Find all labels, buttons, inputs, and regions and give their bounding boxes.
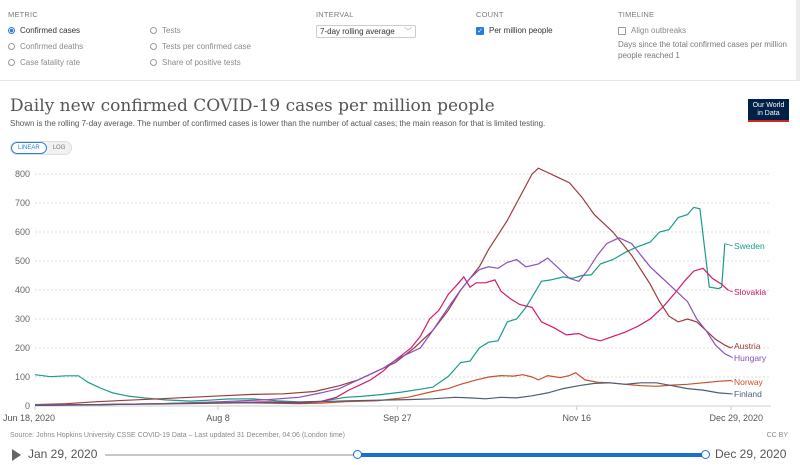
checkbox-label: Per million people (489, 26, 553, 35)
radio-label: Confirmed deaths (20, 42, 84, 51)
interval-select[interactable]: 7-day rolling average ﹀ (316, 25, 416, 38)
metric-radio-case-fatality-rate[interactable]: Case fatality rate (8, 58, 80, 67)
radio-label: Tests per confirmed case (162, 42, 251, 51)
timeline-track[interactable] (105, 450, 710, 459)
series-label-austria: Austria (734, 341, 761, 351)
x-tick-label: Dec 29, 2020 (709, 413, 763, 423)
series-line-hungary (35, 237, 732, 406)
radio-icon (8, 43, 15, 50)
x-tick-label: Nov 16 (562, 413, 591, 423)
chart-subtitle: Shown is the rolling 7-day average. The … (10, 119, 546, 128)
metric-radio-confirmed-deaths[interactable]: Confirmed deaths (8, 42, 83, 51)
timeline-slider: Jan 29, 2020 Dec 29, 2020 (0, 445, 800, 465)
log-scale-button[interactable]: LOG (46, 142, 72, 154)
label-connector (730, 345, 734, 349)
y-tick-label: 400 (15, 285, 30, 295)
metric-heading: METRIC (8, 10, 38, 19)
series-line-austria (34, 167, 732, 406)
controls-panel: METRIC Confirmed cases Confirmed deaths … (0, 0, 800, 81)
y-tick-label: 600 (15, 227, 30, 237)
x-tick-label: Aug 8 (206, 413, 230, 423)
x-tick-label: Sep 27 (383, 413, 412, 423)
chevron-down-icon: ﹀ (404, 27, 412, 36)
chart-title: Daily new confirmed COVID-19 cases per m… (10, 96, 495, 116)
radio-icon (150, 43, 157, 50)
line-chart: 0 100 200 300 400 500 600 700 800 Jun 18, 2020 Au… (3, 167, 771, 423)
label-connector (730, 380, 734, 383)
y-tick-label: 800 (15, 169, 30, 179)
radio-label: Tests (162, 26, 181, 35)
align-outbreaks-checkbox[interactable]: Align outbreaks (618, 26, 686, 35)
series-label-finland: Finland (734, 389, 762, 399)
radio-icon (150, 27, 157, 34)
series-label-hungary: Hungary (734, 353, 767, 363)
y-tick-label: 500 (15, 256, 30, 266)
radio-label: Case fatality rate (20, 58, 81, 67)
y-tick-label: 700 (15, 198, 30, 208)
y-axis-ticks: 0 100 200 300 400 500 600 700 800 (15, 169, 30, 411)
series-line-slovakia (34, 267, 729, 406)
logo-line-1: Our World (752, 102, 785, 109)
label-connector (724, 243, 734, 247)
series-label-norway: Norway (734, 377, 764, 387)
radio-label: Share of positive tests (162, 58, 241, 67)
license-label[interactable]: CC BY (766, 432, 788, 439)
x-tick-label: Jun 18, 2020 (3, 413, 55, 423)
timeline-start-label: Jan 29, 2020 (28, 447, 98, 461)
linear-scale-button[interactable]: LINEAR (11, 142, 47, 154)
timeline-end-handle[interactable] (701, 450, 710, 459)
interval-value: 7-day rolling average (320, 27, 395, 36)
interval-heading: INTERVAL (316, 10, 354, 19)
checkmark-icon: ✓ (476, 26, 484, 35)
grid-lines (35, 173, 771, 407)
checkbox-label: Align outbreaks (631, 26, 687, 35)
label-connector (730, 356, 734, 359)
timeline-range-fill (357, 453, 705, 457)
series-label-sweden: Sweden (734, 241, 765, 251)
radio-selected-icon (8, 27, 15, 34)
metric-radio-tests[interactable]: Tests (150, 26, 181, 35)
metric-radio-confirmed-cases[interactable]: Confirmed cases (8, 26, 80, 35)
timeline-end-label: Dec 29, 2020 (715, 447, 787, 461)
count-heading: COUNT (476, 10, 504, 19)
per-million-checkbox[interactable]: ✓ Per million people (476, 26, 553, 35)
y-tick-label: 200 (15, 343, 30, 353)
radio-label: Confirmed cases (20, 26, 81, 35)
align-outbreaks-description: Days since the total confirmed cases per… (618, 40, 787, 60)
series-line-norway (34, 372, 732, 406)
scale-toggle: LINEAR LOG (10, 141, 73, 155)
timeline-heading: TIMELINE (618, 10, 655, 19)
label-connector (727, 289, 734, 293)
series-lines (34, 167, 732, 406)
logo-line-2: in Data (757, 110, 780, 117)
y-tick-label: 0 (25, 401, 30, 411)
checkbox-icon (618, 26, 626, 35)
x-axis-ticks: Jun 18, 2020 Aug 8 Sep 27 Nov 16 Dec 29, 202… (3, 406, 763, 423)
series-line-finland (34, 382, 732, 406)
series-label-slovakia: Slovakia (734, 287, 766, 297)
series-labels: Sweden Slovakia Austria Hungary Norway Finlan… (724, 241, 767, 399)
owid-logo[interactable]: Our World in Data (748, 99, 789, 122)
y-tick-label: 100 (15, 372, 30, 382)
radio-icon (8, 59, 15, 66)
y-tick-label: 300 (15, 314, 30, 324)
metric-radio-tests-per-case[interactable]: Tests per confirmed case (150, 42, 251, 51)
radio-icon (150, 59, 157, 66)
source-note: Source: Johns Hopkins University CSSE CO… (10, 432, 346, 439)
timeline-start-handle[interactable] (353, 450, 362, 459)
play-icon[interactable] (12, 449, 21, 461)
metric-radio-share-positive[interactable]: Share of positive tests (150, 58, 241, 67)
